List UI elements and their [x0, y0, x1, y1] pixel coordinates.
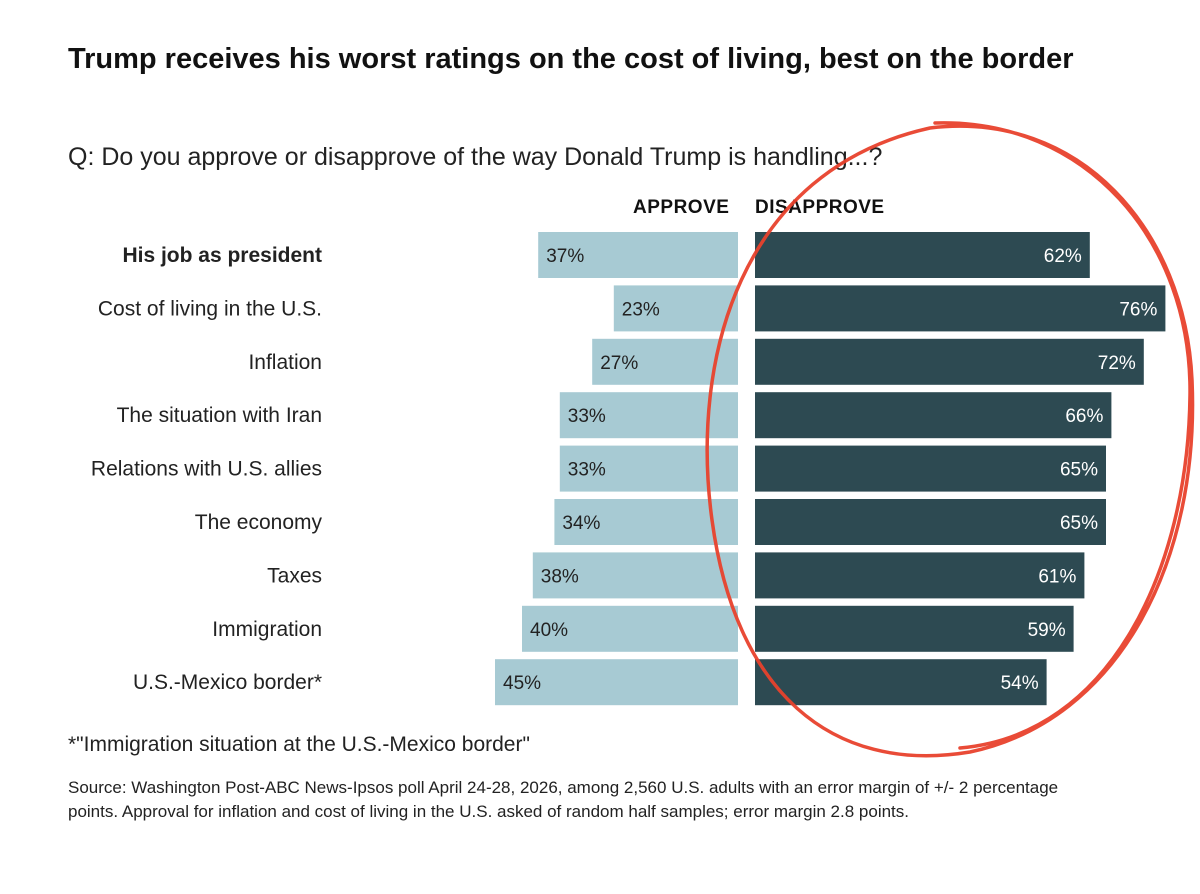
disapprove-bar	[755, 659, 1047, 706]
approve-value-label: 38%	[541, 566, 579, 587]
category-label: U.S.-Mexico border*	[133, 671, 322, 694]
category-label: Cost of living in the U.S.	[98, 297, 322, 320]
approve-value-label: 23%	[622, 299, 660, 320]
source-note: Source: Washington Post-ABC News-Ipsos p…	[68, 778, 1059, 821]
disapprove-bar	[755, 445, 1106, 492]
approve-value-label: 37%	[546, 246, 584, 267]
chart-title: Trump receives his worst ratings on the …	[68, 43, 1074, 75]
category-label: Taxes	[267, 564, 322, 587]
disapprove-value-label: 76%	[1119, 299, 1157, 320]
disapprove-value-label: 65%	[1060, 460, 1098, 481]
disapprove-value-label: 72%	[1098, 353, 1136, 374]
footnote: *"Immigration situation at the U.S.-Mexi…	[68, 733, 530, 756]
category-label: Inflation	[248, 351, 322, 374]
category-label: Immigration	[212, 618, 322, 641]
disapprove-value-label: 62%	[1044, 246, 1082, 267]
approve-bar	[613, 285, 738, 332]
category-label: The economy	[195, 511, 323, 534]
disapprove-bar	[755, 338, 1144, 385]
approve-value-label: 33%	[568, 460, 606, 481]
bars-group: His job as president 37% 62% Cost of living…	[91, 232, 1166, 706]
chart-question: Q: Do you approve or disapprove of the w…	[68, 143, 883, 171]
disapprove-bar	[755, 499, 1106, 545]
disapprove-bar	[755, 285, 1166, 332]
disapprove-value-label: 61%	[1038, 566, 1076, 587]
category-label: The situation with Iran	[117, 404, 322, 427]
approve-bar	[532, 552, 738, 599]
approve-bar	[554, 499, 738, 545]
disapprove-bar	[755, 605, 1074, 652]
disapprove-bar	[755, 552, 1085, 599]
approve-value-label: 27%	[600, 353, 638, 374]
disapprove-value-label: 54%	[1001, 673, 1039, 694]
disapprove-value-label: 65%	[1060, 513, 1098, 534]
approve-bar	[538, 232, 738, 278]
disapprove-bar	[755, 392, 1112, 439]
disapprove-column-header: DISAPPROVE	[755, 197, 885, 218]
approve-bar	[495, 659, 738, 706]
approve-value-label: 33%	[568, 406, 606, 427]
approve-value-label: 45%	[503, 673, 541, 694]
disapprove-bar	[755, 232, 1090, 278]
approve-value-label: 40%	[530, 620, 568, 641]
disapprove-value-label: 59%	[1028, 620, 1066, 641]
approve-bar	[522, 605, 738, 652]
approve-value-label: 34%	[562, 513, 600, 534]
category-label: Relations with U.S. allies	[91, 458, 322, 481]
disapprove-value-label: 66%	[1065, 406, 1103, 427]
category-label: His job as president	[122, 244, 322, 267]
approve-column-header: APPROVE	[633, 197, 730, 218]
red-circle-annotation	[705, 121, 1195, 758]
